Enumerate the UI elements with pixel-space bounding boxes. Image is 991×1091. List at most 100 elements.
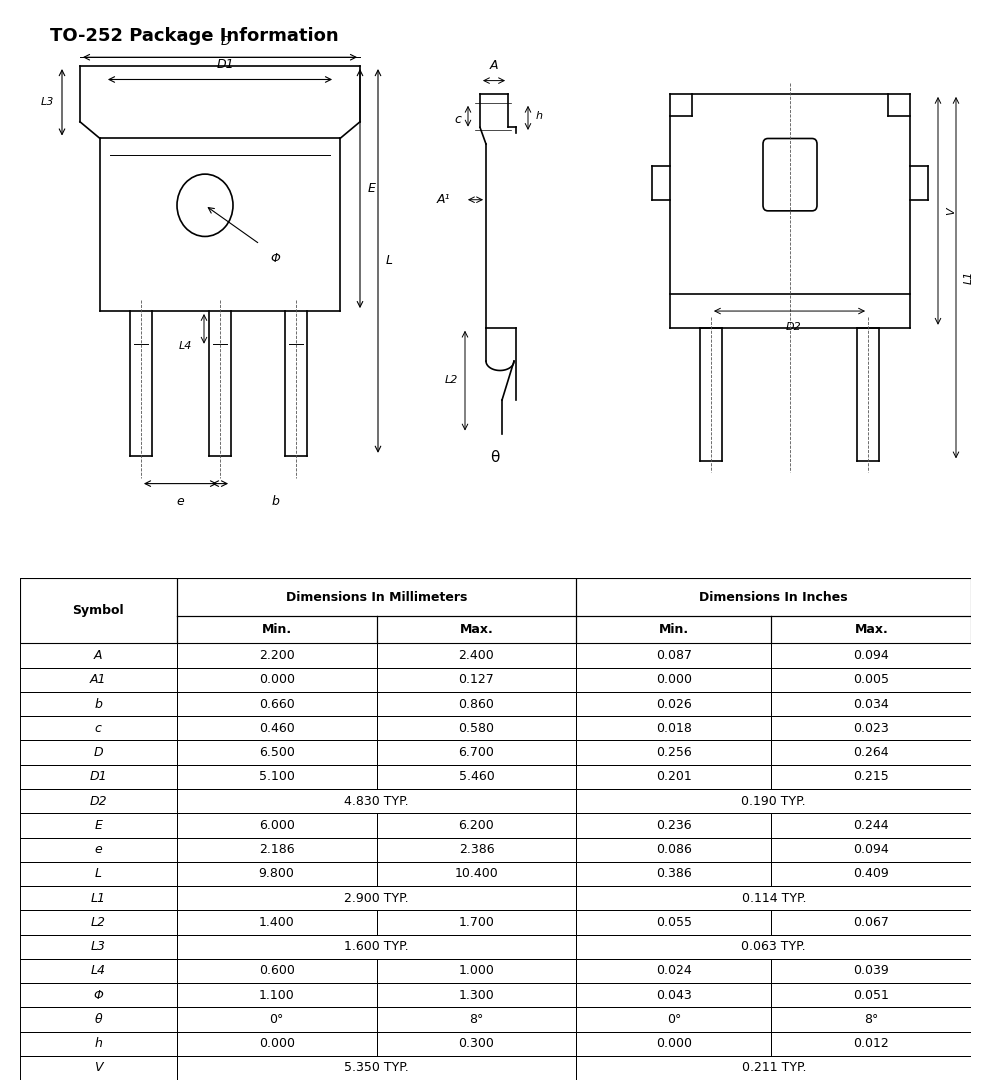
Text: Dimensions In Millimeters: Dimensions In Millimeters	[285, 590, 468, 603]
Text: L4: L4	[91, 964, 106, 978]
Text: 0.094: 0.094	[853, 843, 889, 856]
Text: V: V	[94, 1062, 102, 1075]
Text: L1: L1	[964, 271, 974, 285]
Text: D: D	[220, 35, 230, 48]
Text: 1.300: 1.300	[459, 988, 495, 1002]
Text: Max.: Max.	[460, 623, 494, 636]
Text: V: V	[946, 207, 956, 215]
Text: 0.034: 0.034	[853, 697, 889, 710]
Text: 0°: 0°	[667, 1012, 681, 1026]
Text: 1.000: 1.000	[459, 964, 495, 978]
Text: L2: L2	[445, 375, 458, 385]
Text: 10.400: 10.400	[455, 867, 498, 880]
Text: 1.100: 1.100	[259, 988, 294, 1002]
Text: 0°: 0°	[270, 1012, 283, 1026]
Text: 0.087: 0.087	[656, 649, 692, 662]
Text: D: D	[93, 746, 103, 759]
Text: L1: L1	[91, 891, 106, 904]
Text: A¹: A¹	[436, 193, 450, 206]
Text: 1.600 TYP.: 1.600 TYP.	[344, 940, 409, 954]
Text: 5.100: 5.100	[259, 770, 294, 783]
Text: 6.500: 6.500	[259, 746, 294, 759]
Text: L3: L3	[91, 940, 106, 954]
Text: 5.350 TYP.: 5.350 TYP.	[344, 1062, 409, 1075]
Text: 0.000: 0.000	[656, 1038, 692, 1051]
Text: D2: D2	[89, 794, 107, 807]
Text: 5.460: 5.460	[459, 770, 495, 783]
Text: b: b	[272, 494, 278, 507]
Text: 0.094: 0.094	[853, 649, 889, 662]
Text: E: E	[368, 182, 376, 195]
Text: 0.055: 0.055	[656, 916, 692, 928]
Text: Max.: Max.	[854, 623, 888, 636]
Text: 2.186: 2.186	[259, 843, 294, 856]
Text: 6.700: 6.700	[459, 746, 495, 759]
Text: 0.201: 0.201	[656, 770, 692, 783]
Text: 0.660: 0.660	[259, 697, 294, 710]
Text: L4: L4	[178, 340, 192, 350]
Text: 2.900 TYP.: 2.900 TYP.	[344, 891, 409, 904]
Text: e: e	[176, 494, 184, 507]
Text: TO-252 Package Information: TO-252 Package Information	[50, 27, 338, 45]
Text: L2: L2	[91, 916, 106, 928]
Text: 0.190 TYP.: 0.190 TYP.	[741, 794, 806, 807]
Text: b: b	[94, 697, 102, 710]
Text: 0.236: 0.236	[656, 819, 692, 832]
Text: 2.386: 2.386	[459, 843, 495, 856]
Text: L3: L3	[41, 97, 54, 107]
Text: 6.200: 6.200	[459, 819, 495, 832]
Text: 0.023: 0.023	[853, 722, 889, 735]
Text: 0.086: 0.086	[656, 843, 692, 856]
Text: 9.800: 9.800	[259, 867, 294, 880]
Text: 1.400: 1.400	[259, 916, 294, 928]
Text: 0.244: 0.244	[853, 819, 889, 832]
Text: 0.114 TYP.: 0.114 TYP.	[741, 891, 806, 904]
Text: 8°: 8°	[470, 1012, 484, 1026]
Text: 2.400: 2.400	[459, 649, 495, 662]
Text: 0.860: 0.860	[459, 697, 495, 710]
Text: Min.: Min.	[262, 623, 291, 636]
Text: 0.600: 0.600	[259, 964, 294, 978]
Text: 0.127: 0.127	[459, 673, 495, 686]
Text: c: c	[95, 722, 102, 735]
Text: D2: D2	[786, 322, 802, 332]
Text: Dimensions In Inches: Dimensions In Inches	[700, 590, 848, 603]
Text: 0.067: 0.067	[853, 916, 889, 928]
Text: 0.018: 0.018	[656, 722, 692, 735]
Text: 0.409: 0.409	[853, 867, 889, 880]
Text: Φ: Φ	[93, 988, 103, 1002]
Text: 0.051: 0.051	[853, 988, 889, 1002]
Text: L: L	[95, 867, 102, 880]
Text: 0.043: 0.043	[656, 988, 692, 1002]
Text: 0.012: 0.012	[853, 1038, 889, 1051]
Text: 0.580: 0.580	[459, 722, 495, 735]
Text: 8°: 8°	[864, 1012, 878, 1026]
Text: 1.700: 1.700	[459, 916, 495, 928]
Text: h: h	[536, 111, 543, 121]
Text: 0.386: 0.386	[656, 867, 692, 880]
Text: A: A	[490, 59, 498, 72]
Text: 0.063 TYP.: 0.063 TYP.	[741, 940, 806, 954]
Text: 0.000: 0.000	[259, 673, 294, 686]
Text: 0.264: 0.264	[853, 746, 889, 759]
Text: 0.211 TYP.: 0.211 TYP.	[741, 1062, 806, 1075]
Text: 6.000: 6.000	[259, 819, 294, 832]
Text: 0.000: 0.000	[656, 673, 692, 686]
Text: 0.000: 0.000	[259, 1038, 294, 1051]
Text: h: h	[94, 1038, 102, 1051]
Text: 0.005: 0.005	[853, 673, 889, 686]
Text: 0.215: 0.215	[853, 770, 889, 783]
Text: Min.: Min.	[659, 623, 689, 636]
Text: e: e	[94, 843, 102, 856]
Text: D1: D1	[89, 770, 107, 783]
Text: 0.039: 0.039	[853, 964, 889, 978]
Text: Symbol: Symbol	[72, 604, 124, 618]
Text: θ: θ	[491, 451, 499, 465]
Text: 2.200: 2.200	[259, 649, 294, 662]
Text: A1: A1	[90, 673, 107, 686]
Text: θ: θ	[94, 1012, 102, 1026]
Text: 0.024: 0.024	[656, 964, 692, 978]
Text: D1: D1	[216, 58, 234, 71]
Text: Φ: Φ	[271, 252, 279, 265]
Text: 0.256: 0.256	[656, 746, 692, 759]
